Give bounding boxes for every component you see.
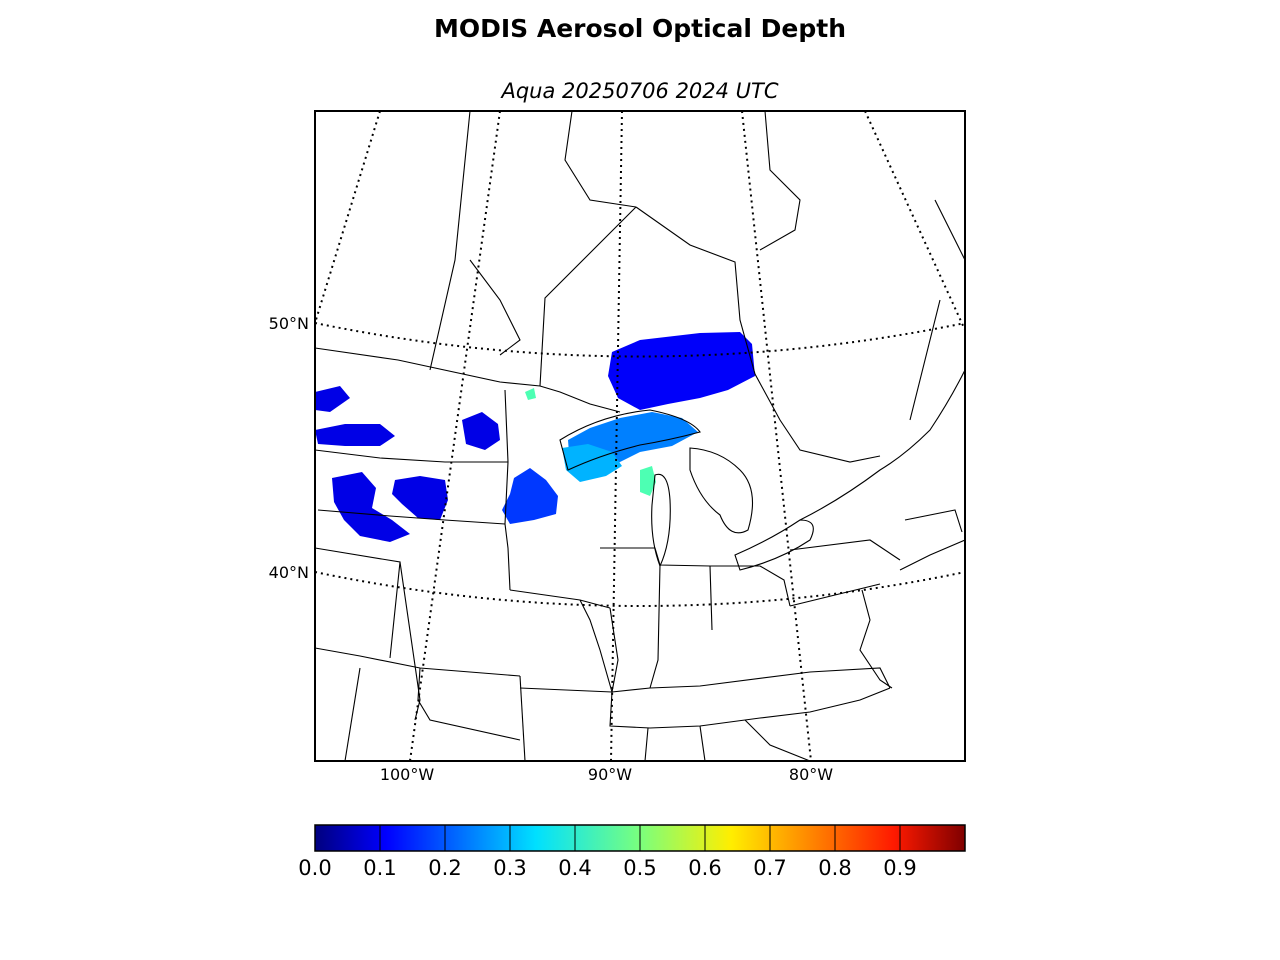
colorbar-tick-label: 0.7 (753, 856, 786, 880)
aod-patch-northwestern-ontario (608, 332, 755, 410)
colorbar: 0.0 0.1 0.2 0.3 0.4 0.5 0.6 0.7 0.8 0.9 (298, 824, 966, 880)
colorbar-tick-label: 0.1 (363, 856, 396, 880)
colorbar-tick-label: 0.0 (298, 856, 331, 880)
colorbar-tick-label: 0.3 (493, 856, 526, 880)
aod-patch-north-dakota (315, 386, 500, 450)
colorbar-tick-label: 0.5 (623, 856, 656, 880)
colorbar-tick-label: 0.2 (428, 856, 461, 880)
colorbar-tick-label: 0.9 (883, 856, 916, 880)
meridian-label-80w: 80°W (789, 765, 833, 784)
meridian-label-90w: 90°W (588, 765, 632, 784)
map-frame (314, 110, 966, 762)
coastlines (469, 111, 965, 689)
colorbar-tick-label: 0.8 (818, 856, 851, 880)
aod-patch-wisconsin (562, 444, 622, 482)
colorbar-tick-label: 0.6 (688, 856, 721, 880)
meridian-labels: 100°W 90°W 80°W (380, 765, 833, 784)
parallel-label-50n: 50°N (269, 314, 309, 333)
colorbar-frame (314, 824, 966, 852)
parallel-labels: 50°N 40°N (269, 314, 309, 582)
graticule (315, 111, 965, 761)
figure-subtitle: Aqua 20250706 2024 UTC (501, 79, 779, 103)
aod-patch-minnesota (502, 468, 558, 524)
meridian-label-100w: 100°W (380, 765, 435, 784)
political-boundaries (315, 111, 963, 761)
map-area (315, 111, 965, 761)
figure-title: MODIS Aerosol Optical Depth (433, 14, 846, 43)
aerosol-layer (315, 332, 755, 542)
parallel-label-40n: 40°N (269, 563, 309, 582)
aod-patch-south-dakota (332, 472, 448, 542)
aod-patch-lake-michigan-shore (525, 388, 656, 496)
colorbar-tick-label: 0.4 (558, 856, 591, 880)
